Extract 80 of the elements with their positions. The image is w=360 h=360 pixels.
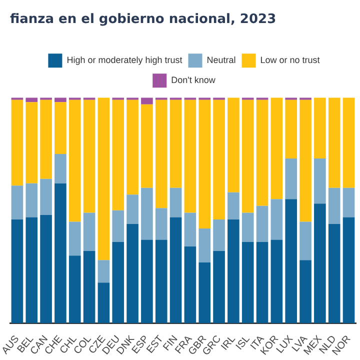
bar [155,240,168,324]
legend-label: Don't know [171,75,216,86]
bar [184,212,196,247]
bar [314,204,326,324]
bar [242,212,254,242]
bar [68,222,81,256]
bar [98,282,110,324]
bar [126,194,138,224]
bar [285,100,298,159]
bar [98,260,110,283]
bar [228,219,240,324]
bar [242,100,254,213]
bar [170,188,182,218]
bar [68,100,81,222]
bar [98,98,110,260]
bar [112,100,124,210]
bar [54,102,66,154]
bar [184,246,196,324]
bar [328,224,340,324]
bar [40,214,52,324]
bar [270,199,283,240]
bar [342,217,355,324]
legend-label: High or moderately high trust [66,55,183,66]
bar [213,219,225,252]
bar [83,212,96,252]
bar [26,183,38,218]
bar [40,178,52,215]
bar [170,100,182,188]
bar [213,100,225,220]
bar [228,98,240,192]
bar [184,100,196,213]
bar [83,100,96,213]
bar [11,100,24,186]
bar [26,217,38,324]
bar [198,100,211,228]
bar [328,188,340,224]
bar [54,154,66,184]
bar [112,242,124,324]
bar [26,102,38,184]
bar [170,217,182,324]
bar [11,186,24,220]
chart-title: fianza en el gobierno nacional, 2023 [10,12,276,28]
bar [112,210,124,242]
bar [270,240,283,324]
bar [54,98,66,102]
bar [126,224,138,324]
bar [26,98,38,102]
bar [300,100,312,222]
bar [40,100,52,179]
bar [155,100,168,208]
bar [256,242,268,324]
bar [285,199,298,324]
bar [54,183,66,324]
bar [126,100,138,195]
bar [285,158,298,200]
bar [342,188,355,218]
bar [68,256,81,324]
bar [242,242,254,324]
bar [314,158,326,204]
bar [256,206,268,242]
bar [342,98,355,188]
bar [83,251,96,324]
bar [155,208,168,240]
bar [256,100,268,206]
bar [198,262,211,324]
bar [228,192,240,220]
bar [213,251,225,324]
bar [300,222,312,260]
bar [141,240,153,324]
bar [300,260,312,324]
legend-label: Low or no trust [260,55,320,66]
bar [314,98,326,159]
bar [11,219,24,324]
legend-label: Neutral [206,55,236,66]
bar [141,104,153,188]
bar [328,98,340,188]
bar [270,98,283,200]
bar [141,188,153,240]
bar [198,228,211,262]
bar [141,98,153,104]
